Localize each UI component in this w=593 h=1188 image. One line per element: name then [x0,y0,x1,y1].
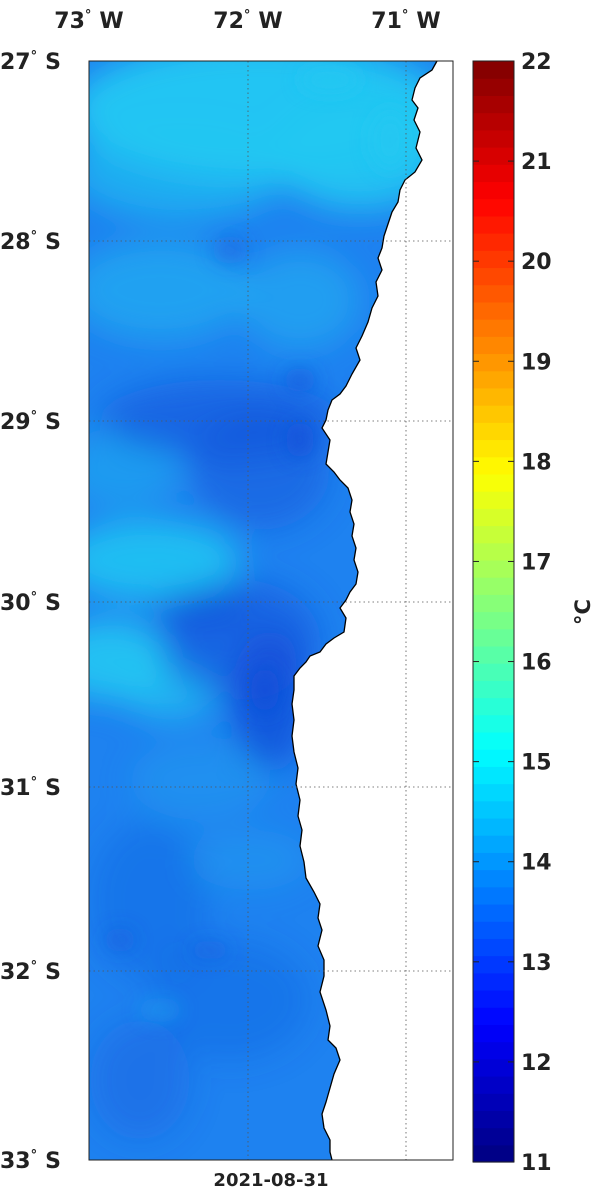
latitude-label: 29° S [0,409,61,435]
colorbar-band [473,198,514,217]
latitude-label: 32° S [0,959,61,985]
colorbar-tick-label: 12 [521,1051,552,1076]
colorbar-tick-label: 14 [521,851,552,876]
colorbar-band [473,181,514,200]
colorbar-band [473,766,514,785]
colorbar-band [473,577,514,595]
colorbar-band [473,250,514,269]
colorbar-band [473,147,514,165]
colorbar-band [473,817,514,836]
colorbar-band [473,972,514,991]
colorbar-band [473,405,514,423]
colorbar-tick-label: 17 [521,550,552,575]
colorbar-tick-label: 13 [521,951,552,976]
colorbar-band [473,800,514,819]
colorbar-tick-label: 21 [521,150,552,175]
colorbar-tick-label: 20 [521,250,552,275]
colorbar-band [473,267,514,286]
colorbar-band [473,628,514,647]
colorbar-band [473,215,514,234]
colorbar-band [473,938,514,957]
colorbar-band [473,1144,514,1163]
colorbar-band [473,508,514,527]
colorbar-band [473,989,514,1008]
colorbar-band [473,921,514,939]
colorbar-band [473,491,514,509]
colorbar-unit-label: °C [571,599,593,625]
colorbar-band [473,164,514,183]
latitude-label: 33° S [0,1148,61,1174]
colorbar-scale [473,61,514,1163]
colorbar-band [473,645,514,664]
colorbar-band [473,1127,514,1146]
colorbar-band [473,422,514,441]
colorbar-band [473,731,514,750]
longitude-label: 73° W [54,8,123,34]
colorbar-band [473,903,514,922]
latitude-label: 31° S [0,775,61,801]
colorbar-band [473,749,514,767]
colorbar-tick-label: 18 [521,450,552,475]
latitude-label: 28° S [0,229,61,255]
colorbar-band [473,680,514,699]
colorbar-band [473,1007,514,1025]
colorbar-band [473,370,514,389]
colorbar-tick-label: 16 [521,651,552,676]
colorbar-band [473,697,514,716]
latitude-label: 27° S [0,49,61,75]
coastline [291,60,438,1161]
colorbar-tick-label: 15 [521,751,552,776]
colorbar-band [473,284,514,303]
colorbar: 11 12 13 14 15 16 17 18 19 20 21 22 °C [472,50,593,1176]
longitude-tick-labels: 73° W 72° W 71° W [54,8,440,34]
longitude-label: 71° W [371,8,440,34]
longitude-label: 72° W [213,8,282,34]
map-frame [88,60,454,1161]
colorbar-band [473,301,514,320]
colorbar-band [473,353,514,372]
colorbar-band [473,869,514,888]
colorbar-band [473,95,514,114]
colorbar-band [473,112,514,131]
colorbar-band [473,456,514,475]
colorbar-band [473,611,514,630]
colorbar-band [473,473,514,492]
colorbar-band [473,663,514,681]
date-label: 2021-08-31 [213,1170,328,1188]
colorbar-band [473,1093,514,1111]
colorbar-band [473,955,514,974]
colorbar-band [473,78,514,97]
colorbar-band [473,129,514,148]
colorbar-band [473,542,514,561]
colorbar-tick-label: 22 [521,50,552,75]
colorbar-band [473,1058,514,1077]
colorbar-band [473,559,514,578]
latitude-tick-labels: 27° S 28° S 29° S 30° S 31° S 32° S 33° S [0,49,61,1174]
colorbar-band [473,1024,514,1043]
colorbar-band [473,1041,514,1060]
colorbar-band [473,233,514,251]
colorbar-tick-label: 19 [521,350,552,375]
colorbar-band [473,439,514,458]
colorbar-tick-label: 11 [521,1151,552,1176]
colorbar-band [473,319,514,337]
colorbar-band [473,714,514,733]
colorbar-frame [472,60,515,1163]
graticule-grid [89,61,453,1160]
latitude-label: 30° S [0,590,61,616]
colorbar-band [473,387,514,406]
colorbar-band [473,852,514,871]
colorbar-band [473,525,514,544]
map-panel [88,60,454,1161]
colorbar-band [473,1075,514,1094]
colorbar-band [473,336,514,355]
colorbar-band [473,783,514,802]
colorbar-band [473,594,514,613]
colorbar-band [473,1110,514,1129]
colorbar-ticks: 11 12 13 14 15 16 17 18 19 20 21 22 [473,50,552,1176]
colorbar-band [473,61,514,79]
colorbar-band [473,835,514,853]
colorbar-band [473,886,514,905]
